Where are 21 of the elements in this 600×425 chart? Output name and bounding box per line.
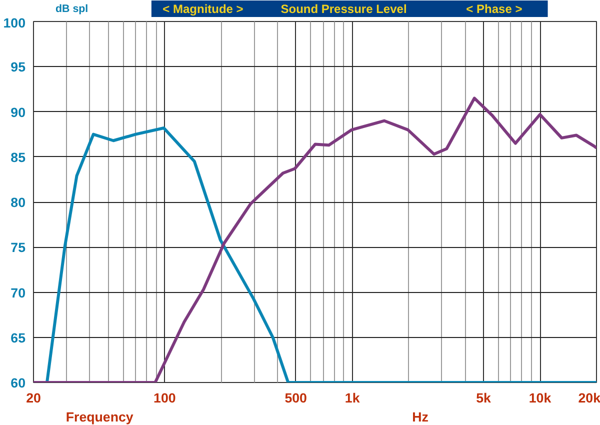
chart-title: Sound Pressure Level — [280, 2, 407, 16]
y-tick-label: 75 — [10, 240, 26, 256]
y-tick-label: 100 — [3, 16, 26, 30]
x-tick-label: 500 — [284, 390, 307, 406]
text: < Phase > — [466, 2, 522, 16]
y-tick-label: 60 — [10, 376, 26, 390]
x-tick-label: 100 — [154, 390, 176, 406]
y-tick-label: 65 — [10, 330, 26, 346]
x-tick-label: 1k — [344, 390, 360, 406]
y-tick-label: 95 — [10, 60, 26, 75]
text: Hz — [412, 410, 429, 424]
y-tick-label: 90 — [10, 104, 26, 120]
x-tick-label: 10k — [528, 390, 552, 406]
y-axis-title: dB spl — [56, 3, 88, 15]
x-tick-label: 5k — [476, 390, 492, 406]
y-tick-label: 80 — [10, 195, 26, 210]
text: < Magnitude > — [162, 2, 244, 16]
x-axis-title: Frequency — [66, 410, 134, 424]
x-tick-label: 20 — [26, 390, 41, 406]
y-tick-label: 70 — [10, 285, 26, 300]
y-tick-label: 85 — [10, 150, 26, 165]
